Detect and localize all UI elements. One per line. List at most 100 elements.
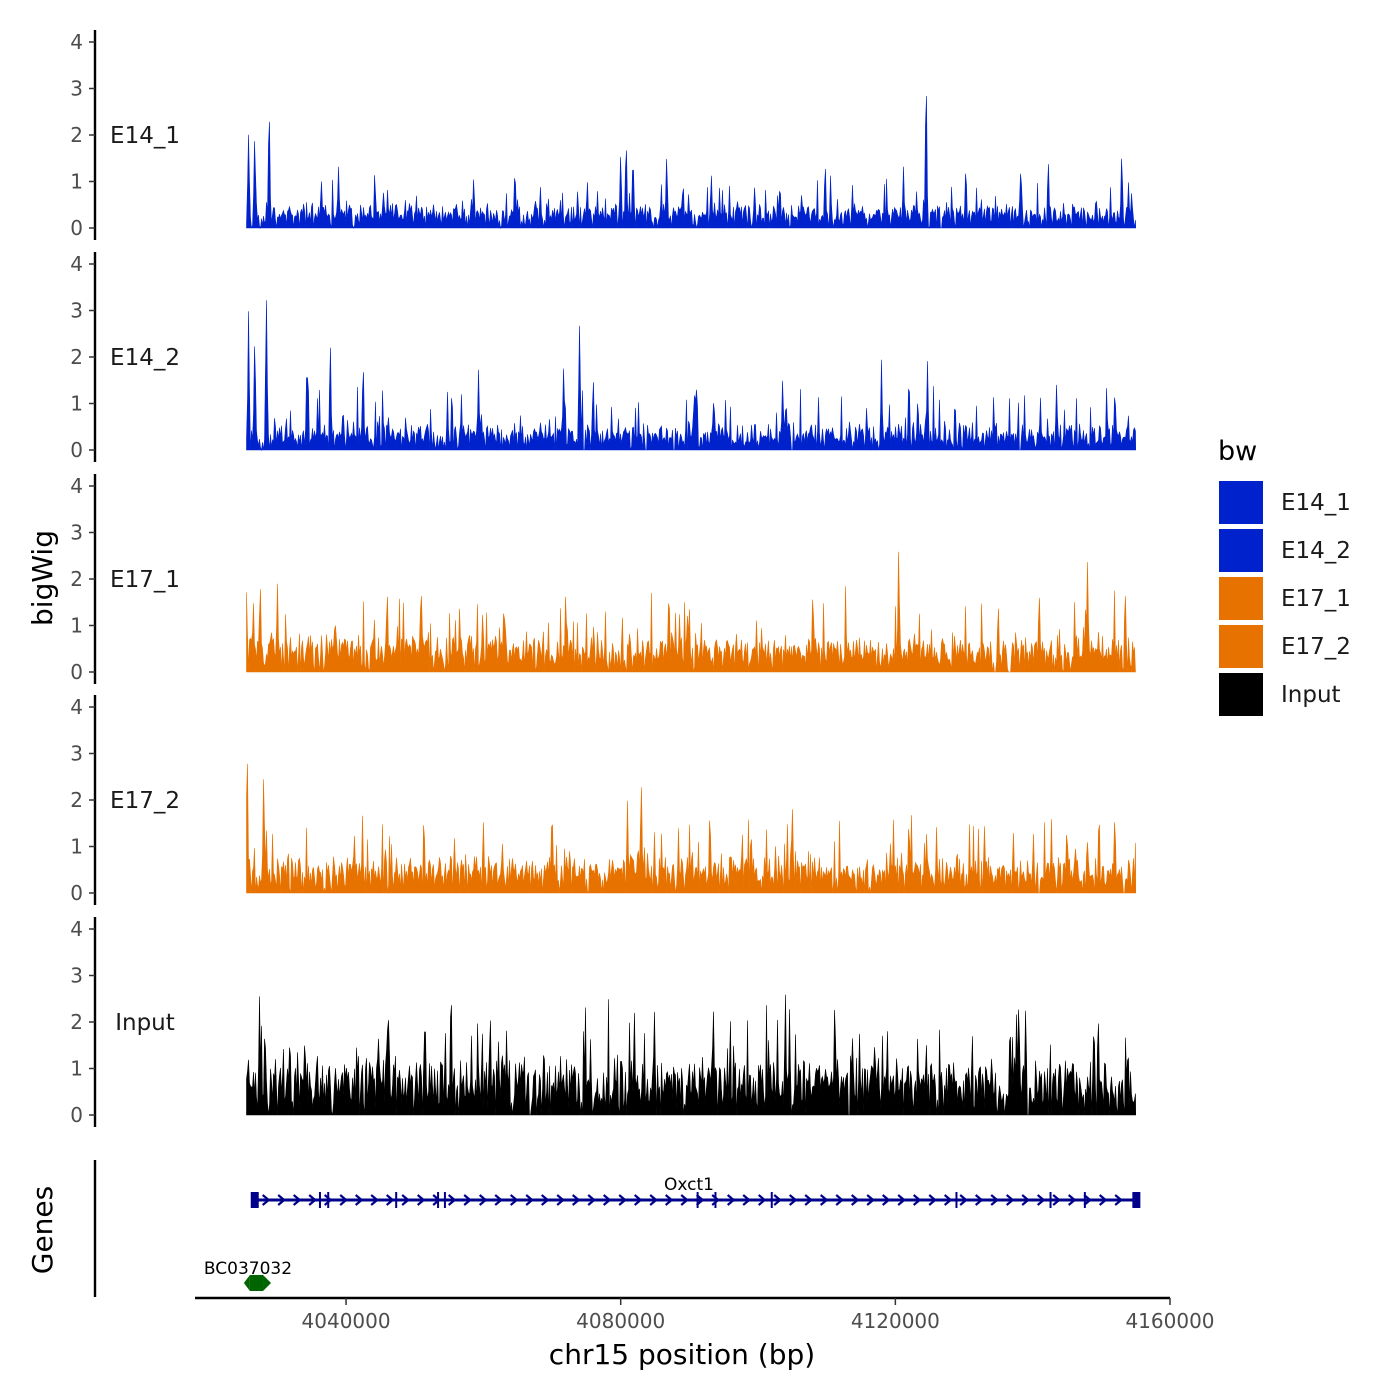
y-tick-label: 0 [70,881,83,905]
legend-label-E14_1: E14_1 [1281,490,1351,516]
strand-arrow [695,1194,705,1206]
strand-arrow [385,1194,395,1206]
strand-arrow [447,1194,457,1206]
y-tick-label: 3 [70,299,83,323]
exon [395,1192,398,1208]
strand-arrow [1036,1194,1046,1206]
strand-arrow [974,1194,984,1206]
strand-arrow [912,1194,922,1206]
legend-swatch-E17_2 [1219,625,1263,668]
track-label: E17_2 [110,788,180,814]
legend-label-Input: Input [1281,682,1341,708]
strand-arrow [277,1194,286,1206]
strand-arrow [463,1194,472,1206]
strand-arrow [556,1194,565,1206]
signal-area-E14_1 [246,95,1137,230]
y-tick-label: 1 [70,614,83,638]
legend-title: bw [1218,436,1257,467]
strand-arrow [804,1194,813,1206]
exon [1132,1192,1141,1208]
exon [318,1192,321,1208]
exon [327,1192,330,1208]
gene-label-Oxct1: Oxct1 [664,1175,714,1195]
strand-arrow [263,1275,272,1291]
y-tick-label: 2 [70,345,83,369]
legend-label-E17_1: E17_1 [1281,586,1351,612]
legend-swatch-E17_1 [1219,577,1263,620]
strand-arrow [680,1194,689,1206]
strand-arrow [928,1194,937,1206]
strand-arrow [1098,1194,1108,1206]
strand-arrow [370,1194,379,1206]
y-tick-label: 0 [70,1103,83,1127]
strand-arrow [339,1194,348,1206]
legend: bw E14_1 E14_2 E17_1 E17_2 Input [1218,436,1351,716]
y-tick-label: 3 [70,521,83,545]
strand-arrow [742,1194,751,1206]
y-tick-label: 3 [70,77,83,101]
strand-arrow [478,1194,488,1206]
signal-area-E17_2 [246,763,1137,894]
strand-arrow [494,1194,503,1206]
strand-arrow [602,1194,612,1206]
y-tick-label: 4 [70,30,83,54]
strand-arrow [571,1194,581,1206]
strand-arrow [633,1194,643,1206]
strand-arrow [525,1194,534,1206]
y-tick-label: 4 [70,695,83,719]
strand-arrow [432,1194,441,1206]
strand-arrow [943,1194,953,1206]
y-tick-label: 0 [70,438,83,462]
strand-arrow [587,1194,596,1206]
track-label: E14_2 [110,345,180,371]
strand-arrow [1005,1194,1015,1206]
gene-label-BC037032: BC037032 [204,1259,292,1279]
signal-area-E17_1 [246,551,1136,673]
y-tick-label: 1 [70,835,83,859]
track-label: E14_1 [110,123,180,149]
exon [1049,1192,1052,1208]
track-Input: 0 1 2 3 4 Input [70,917,1137,1127]
strand-arrow [540,1194,550,1206]
strand-arrow [618,1194,627,1206]
strand-arrow [959,1194,968,1206]
track-E17_2: 0 1 2 3 4 E17_2 [70,695,1137,905]
strand-arrow [881,1194,891,1206]
strand-arrow [649,1194,658,1206]
strand-arrow [261,1194,271,1206]
strand-arrow [509,1194,519,1206]
track-label: E17_1 [110,567,180,593]
strand-arrow [292,1194,302,1206]
y-axis-title: bigWig [26,530,59,626]
strand-arrow [1083,1194,1092,1206]
exon [955,1192,958,1208]
strand-arrow [664,1194,674,1206]
legend-swatch-E14_1 [1219,481,1263,524]
strand-arrow [711,1194,720,1206]
strand-arrow [788,1194,798,1206]
y-tick-label: 0 [70,660,83,684]
legend-label-E14_2: E14_2 [1281,538,1351,564]
track-E14_1: 0 1 2 3 4 E14_1 [70,30,1137,240]
y-tick-label: 4 [70,474,83,498]
legend-swatch-E14_2 [1219,529,1263,572]
strand-arrow [1021,1194,1030,1206]
exon [437,1192,440,1208]
strand-arrow [866,1194,875,1206]
signal-area-E14_2 [246,300,1137,452]
exon [443,1192,446,1208]
y-tick-label: 3 [70,964,83,988]
strand-arrow [416,1194,426,1206]
legend-label-E17_2: E17_2 [1281,634,1351,660]
strand-arrow [726,1194,736,1206]
gene-body-BC037032 [249,1275,264,1291]
y-tick-label: 1 [70,392,83,416]
strand-arrow [323,1194,333,1206]
exon [1083,1192,1086,1208]
signal-tracks: 0 1 2 3 4 E14_1 0 1 2 3 4 E14_2 0 1 2 3 4 E17_1 0 1 2 3 4 E17_2… [70,30,1137,1127]
exon [250,1192,259,1208]
x-axis: 4040000 4080000 4120000 4160000 [195,1296,1215,1333]
strand-arrow [354,1194,364,1206]
strand-arrow [401,1194,410,1206]
